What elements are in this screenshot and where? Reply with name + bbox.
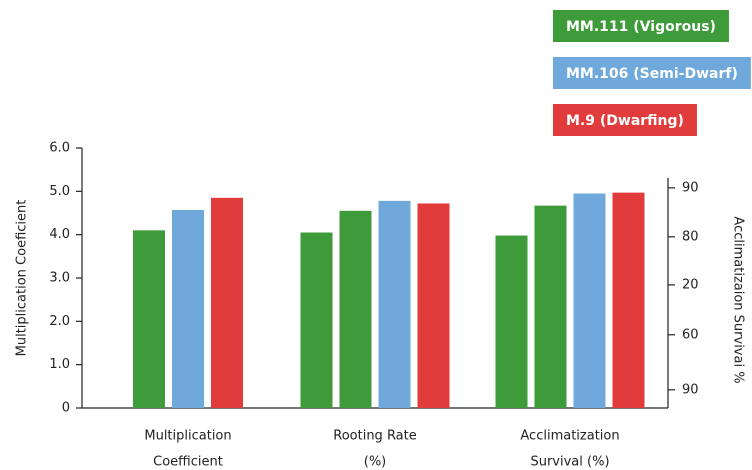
bar <box>573 193 606 408</box>
legend-swatch <box>553 10 729 42</box>
bar <box>495 235 528 408</box>
x-tick-label: Acclimatization <box>520 429 619 444</box>
x-tick-label: Multiplication <box>144 429 231 444</box>
y-tick-label: 0 <box>62 401 70 416</box>
x-tick-label: (%) <box>364 455 387 470</box>
bar <box>300 232 333 408</box>
y-tick-label: 3.0 <box>49 271 70 286</box>
y2-tick-label: 90 <box>682 382 699 397</box>
x-tick-label: Rooting Rate <box>333 429 417 444</box>
bar <box>339 210 372 408</box>
bar <box>211 197 243 408</box>
bar <box>172 209 204 408</box>
bar <box>133 230 165 408</box>
y-tick-label: 6.0 <box>49 141 70 156</box>
bar <box>417 203 450 408</box>
y2-axis-title: Acclimatizaion Survivai % <box>731 216 746 383</box>
x-tick-label: Coefficient <box>153 455 223 470</box>
legend-swatch <box>553 104 697 136</box>
y-axis-title: Multiplication Coeficient <box>15 200 30 357</box>
y2-tick-label: 80 <box>682 229 699 244</box>
legend-swatch <box>553 57 751 89</box>
legend-text: MM.111 (Vigorous) <box>566 19 716 35</box>
y2-tick-label: 90 <box>682 180 699 195</box>
y-tick-label: 4.0 <box>49 227 70 242</box>
y-tick-label: 2.0 <box>49 314 70 329</box>
x-tick-label: Survival (%) <box>530 455 609 470</box>
y-tick-label: 1.0 <box>49 357 70 372</box>
legend-text: MM.106 (Semi-Dwarf) <box>566 66 738 82</box>
y-tick-label: 5.0 <box>49 184 70 199</box>
bar <box>612 192 645 408</box>
y2-tick-label: 20 <box>682 277 699 292</box>
bar <box>378 200 411 408</box>
legend-text: M.9 (Dwarfing) <box>566 113 684 129</box>
bar <box>534 205 567 408</box>
y2-tick-label: 60 <box>682 327 699 342</box>
